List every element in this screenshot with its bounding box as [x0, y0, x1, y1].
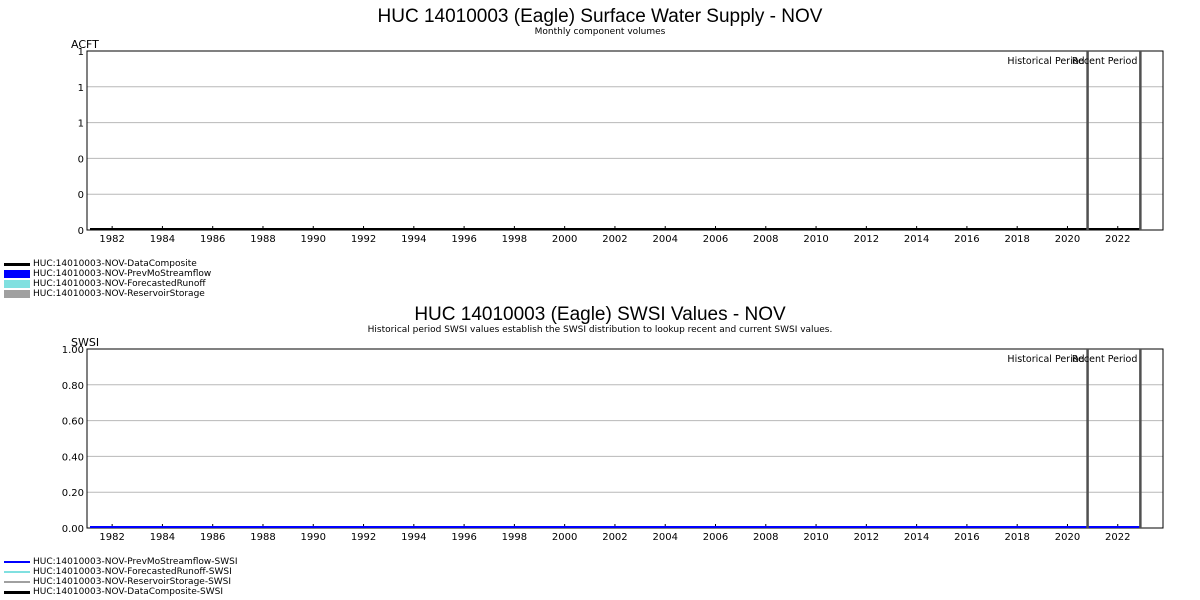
x-tick-label: 2010: [803, 532, 828, 543]
x-tick-label: 1994: [401, 234, 426, 245]
y-tick-label: 0.80: [62, 381, 84, 392]
legend-item: HUC:14010003-NOV-PrevMoStreamflow: [4, 269, 211, 279]
legend-item: HUC:14010003-NOV-ReservoirStorage-SWSI: [4, 577, 238, 587]
x-tick-label: 2006: [703, 532, 728, 543]
y-tick-label: 0.40: [62, 452, 84, 463]
x-tick-label: 1984: [150, 234, 175, 245]
x-tick-label: 2022: [1105, 234, 1130, 245]
x-tick-label: 1998: [502, 234, 527, 245]
legend-label: HUC:14010003-NOV-DataComposite: [33, 259, 197, 269]
y-tick-label: 1: [78, 83, 84, 94]
chart-title: HUC 14010003 (Eagle) Surface Water Suppl…: [378, 6, 823, 27]
x-tick-label: 1990: [301, 234, 326, 245]
legend-swatch: [4, 270, 30, 278]
y-tick-label: 1: [78, 47, 84, 58]
x-tick-label: 2014: [904, 234, 929, 245]
legend-label: HUC:14010003-NOV-PrevMoStreamflow: [33, 269, 212, 279]
x-tick-label: 2002: [602, 532, 627, 543]
x-tick-label: 2020: [1055, 234, 1080, 245]
legend-swatch: [4, 581, 30, 583]
legend-swatch: [4, 561, 30, 563]
y-axis-label: SWSI: [71, 336, 99, 349]
legend-item: HUC:14010003-NOV-DataComposite-SWSI: [4, 587, 238, 597]
x-tick-label: 1990: [301, 532, 326, 543]
y-tick-label: 0.00: [62, 524, 84, 535]
x-tick-label: 2014: [904, 532, 929, 543]
x-tick-label: 2008: [753, 234, 778, 245]
legend-label: HUC:14010003-NOV-ForecastedRunoff: [33, 279, 206, 289]
legend-label: HUC:14010003-NOV-DataComposite-SWSI: [33, 587, 224, 597]
x-tick-label: 2020: [1055, 532, 1080, 543]
legend-swatch: [4, 290, 30, 298]
y-axis-label: ACFT: [71, 38, 99, 51]
chart-swsi: HUC 14010003 (Eagle) SWSI Values - NOVHi…: [62, 304, 1164, 543]
x-tick-label: 2016: [954, 234, 979, 245]
legend-label: HUC:14010003-NOV-PrevMoStreamflow-SWSI: [33, 557, 238, 567]
x-tick-label: 2000: [552, 532, 577, 543]
x-tick-label: 1996: [451, 532, 476, 543]
x-tick-label: 2022: [1105, 532, 1130, 543]
legend-label: HUC:14010003-NOV-ForecastedRunoff-SWSI: [33, 567, 232, 577]
x-tick-label: 1986: [200, 234, 225, 245]
x-tick-label: 1992: [351, 532, 376, 543]
x-tick-label: 1982: [99, 532, 124, 543]
x-tick-label: 2012: [854, 532, 879, 543]
y-tick-label: 0: [78, 190, 84, 201]
x-tick-label: 2004: [652, 532, 677, 543]
x-tick-label: 1988: [250, 234, 275, 245]
x-tick-label: 2012: [854, 234, 879, 245]
legend-swatch: [4, 262, 30, 266]
chart-subtitle: Historical period SWSI values establish …: [368, 325, 833, 335]
legend-swatch: [4, 571, 30, 573]
x-tick-label: 1996: [451, 234, 476, 245]
y-tick-label: 1.00: [62, 345, 84, 356]
period-marker-label: Historical Period: [1007, 56, 1084, 67]
x-tick-label: 1992: [351, 234, 376, 245]
y-tick-label: 0: [78, 154, 84, 165]
x-tick-label: 1984: [150, 532, 175, 543]
legend-item: HUC:14010003-NOV-ForecastedRunoff-SWSI: [4, 567, 238, 577]
x-tick-label: 2008: [753, 532, 778, 543]
x-tick-label: 2006: [703, 234, 728, 245]
legend-item: HUC:14010003-NOV-PrevMoStreamflow-SWSI: [4, 557, 238, 567]
x-tick-label: 1994: [401, 532, 426, 543]
x-tick-label: 1982: [99, 234, 124, 245]
x-tick-label: 2010: [803, 234, 828, 245]
x-tick-label: 1988: [250, 532, 275, 543]
y-tick-label: 0: [78, 226, 84, 237]
period-marker-label: Historical Period: [1007, 354, 1084, 365]
x-tick-label: 2018: [1004, 234, 1029, 245]
x-tick-label: 2004: [652, 234, 677, 245]
y-tick-label: 0.20: [62, 488, 84, 499]
period-marker-label: Recent Period: [1072, 56, 1137, 67]
plot-frame: [86, 50, 1164, 231]
legend-swsi: HUC:14010003-NOV-PrevMoStreamflow-SWSI HU…: [4, 557, 238, 597]
legend-swatch: [4, 590, 30, 594]
x-tick-label: 2000: [552, 234, 577, 245]
chart-supply: HUC 14010003 (Eagle) Surface Water Suppl…: [71, 6, 1164, 245]
x-tick-label: 1986: [200, 532, 225, 543]
legend-supply: HUC:14010003-NOV-DataComposite HUC:140100…: [4, 259, 211, 299]
legend-label: HUC:14010003-NOV-ReservoirStorage: [33, 289, 205, 299]
legend-label: HUC:14010003-NOV-ReservoirStorage-SWSI: [33, 577, 232, 587]
period-marker-label: Recent Period: [1072, 354, 1137, 365]
chart-subtitle: Monthly component volumes: [535, 27, 666, 37]
x-tick-label: 2002: [602, 234, 627, 245]
chart-title: HUC 14010003 (Eagle) SWSI Values - NOV: [414, 304, 786, 325]
legend-item: HUC:14010003-NOV-DataComposite: [4, 259, 211, 269]
y-tick-label: 1: [78, 119, 84, 130]
x-tick-label: 2016: [954, 532, 979, 543]
y-tick-label: 0.60: [62, 417, 84, 428]
legend-item: HUC:14010003-NOV-ReservoirStorage: [4, 289, 211, 299]
plot-frame: [86, 348, 1164, 529]
legend-swatch: [4, 280, 30, 288]
legend-item: HUC:14010003-NOV-ForecastedRunoff: [4, 279, 211, 289]
x-tick-label: 1998: [502, 532, 527, 543]
x-tick-label: 2018: [1004, 532, 1029, 543]
